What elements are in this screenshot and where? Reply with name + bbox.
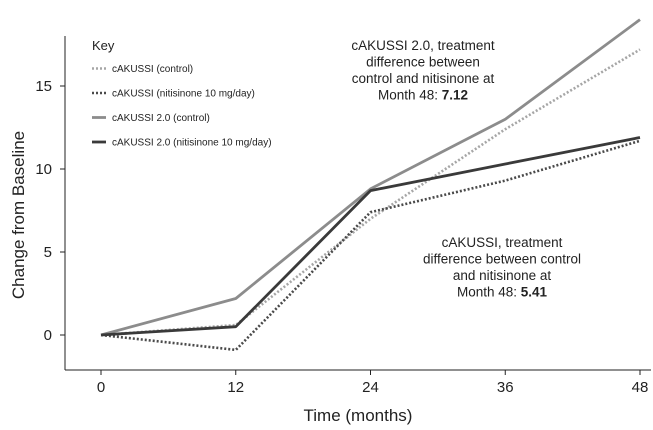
annotation-line: control and nitisinone at [352,71,495,86]
legend-item-label: cAKUSSI (control) [112,64,193,75]
legend-item-label: cAKUSSI 2.0 (nitisinone 10 mg/day) [112,138,272,149]
series-layer [100,18,641,352]
x-axis-title: Time (months) [304,406,413,425]
annotation-line: difference between control [423,252,581,267]
x-tick-label: 48 [632,379,649,396]
annotation-cakussi: cAKUSSI, treatment difference between con… [423,235,581,300]
series-line-2 [100,139,641,352]
x-tick-label: 24 [362,379,379,396]
y-tick-label: 0 [44,327,52,344]
annotation-line: and nitisinone at [453,268,552,283]
series-line-3 [100,18,641,337]
x-tick-label: 12 [227,379,244,396]
y-tick-label: 5 [44,244,52,261]
y-axis-ticks: 0 5 10 15 [35,78,65,344]
y-tick-label: 10 [35,161,52,178]
legend-title: Key [92,38,115,53]
x-tick-label: 0 [97,379,105,396]
annotation-line: cAKUSSI 2.0, treatment [351,38,495,53]
annotation-cakussi-2: cAKUSSI 2.0, treatment difference between… [351,38,495,103]
y-axis-title: Change from Baseline [9,131,28,299]
legend: Key cAKUSSI (control) cAKUSSI (nitisinone… [92,38,272,149]
legend-item-label: cAKUSSI 2.0 (control) [112,113,210,124]
annotation-value-line: Month 48: 7.12 [378,88,468,103]
x-tick-label: 36 [497,379,514,396]
annotation-line: difference between [366,55,480,70]
series-line-1 [100,48,641,337]
annotation-line: cAKUSSI, treatment [442,235,563,250]
legend-item-label: cAKUSSI (nitisinone 10 mg/day) [112,89,255,100]
series-line-4 [100,136,641,337]
annotation-value-line: Month 48: 5.41 [457,285,548,300]
x-axis-ticks: 0 12 24 36 48 [97,370,649,396]
y-tick-label: 15 [35,78,52,95]
